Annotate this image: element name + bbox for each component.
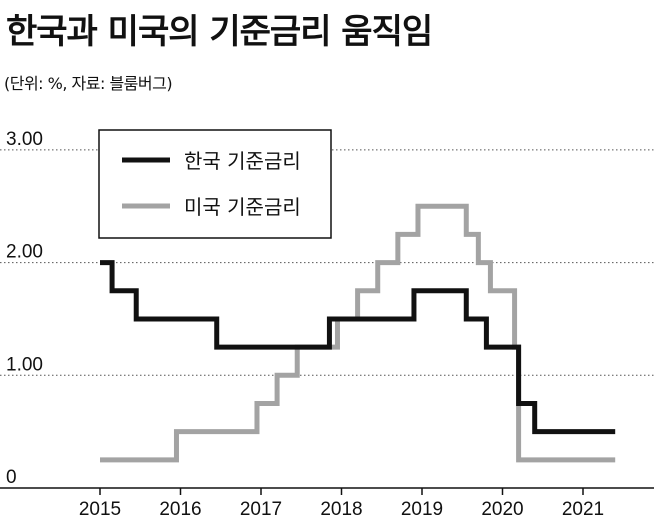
y-tick-label: 2.00	[6, 242, 43, 263]
x-tick-label: 2021	[562, 499, 604, 519]
y-tick-label: 1.00	[6, 354, 43, 375]
legend-label: 한국 기준금리	[184, 149, 301, 173]
chart-title: 한국과 미국의 기준금리 움직임	[6, 12, 433, 52]
series-line-us	[100, 203, 616, 463]
y-tick-label: 3.00	[6, 129, 43, 150]
x-axis: 2015 2016 2017 2018 2019 2020 2021	[0, 487, 654, 519]
x-tick-label: 2015	[79, 499, 121, 519]
legend-label: 미국 기준금리	[184, 195, 301, 219]
x-tick-label: 2018	[320, 499, 362, 519]
x-tick-label: 2016	[159, 499, 201, 519]
series-line-korea	[100, 260, 616, 435]
x-tick-label: 2017	[240, 499, 282, 519]
x-tick-label: 2020	[481, 499, 523, 519]
chart-subtitle: (단위: %, 자료: 블룸버그)	[4, 74, 173, 93]
y-tick-label: 0	[6, 467, 17, 488]
y-axis-ticks: 0 1.00 2.00 3.00	[6, 129, 43, 488]
series-lines	[100, 203, 616, 463]
legend-box	[98, 129, 332, 239]
x-tick-label: 2019	[401, 499, 443, 519]
